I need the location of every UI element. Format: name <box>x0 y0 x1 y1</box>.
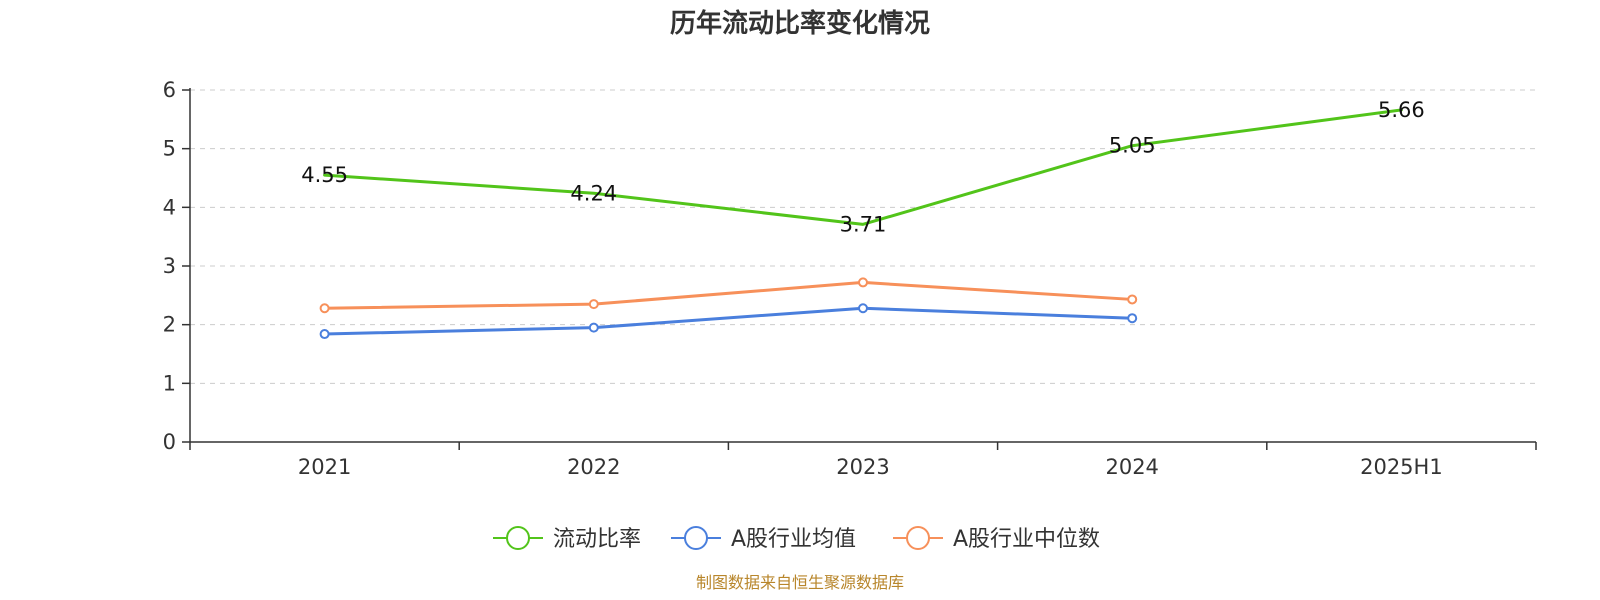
legend-marker <box>506 526 530 550</box>
chart-title: 历年流动比率变化情况 <box>670 8 930 39</box>
series-line-0 <box>323 108 1403 226</box>
x-tick-label: 2022 <box>567 455 620 479</box>
x-tick-label: 2021 <box>298 455 351 479</box>
data-label: 5.66 <box>1378 98 1425 122</box>
series-lines <box>319 108 1403 340</box>
y-tick-label: 1 <box>163 371 176 395</box>
legend-item[interactable]: A股行业均值 <box>671 526 856 552</box>
data-point <box>588 299 599 310</box>
axes: 0 1 2 3 4 5 6 2021 2022 2023 2024 2025H1 <box>163 78 1537 479</box>
x-tick-label: 2024 <box>1105 455 1158 479</box>
y-tick-label: 3 <box>163 254 176 278</box>
series-line-1 <box>323 306 1134 336</box>
y-tick-label: 5 <box>163 137 176 161</box>
legend-marker <box>906 526 930 550</box>
legend-label: A股行业中位数 <box>953 527 1100 552</box>
data-point <box>1127 313 1138 324</box>
series-line-2 <box>323 280 1134 310</box>
data-point <box>319 303 330 314</box>
legend-label: 流动比率 <box>553 527 641 552</box>
y-tick-label: 4 <box>163 195 176 219</box>
legend-item[interactable]: 流动比率 <box>493 526 641 552</box>
legend: 流动比率 A股行业均值 A股行业中位数 <box>493 526 1100 552</box>
x-tick-label: 2025H1 <box>1360 455 1443 479</box>
data-label: 4.24 <box>570 181 617 205</box>
y-tick-label: 6 <box>163 78 176 102</box>
legend-item[interactable]: A股行业中位数 <box>893 526 1100 552</box>
data-point <box>319 329 330 340</box>
source-note: 制图数据来自恒生聚源数据库 <box>696 573 904 592</box>
legend-label: A股行业均值 <box>731 527 856 552</box>
y-tick-label: 2 <box>163 313 176 337</box>
data-label: 3.71 <box>840 212 887 236</box>
x-tick-label: 2023 <box>836 455 889 479</box>
grid-lines <box>190 89 1536 384</box>
data-point <box>588 322 599 333</box>
data-point <box>1127 294 1138 305</box>
data-labels: 4.55 4.24 3.71 5.05 5.66 <box>301 98 1425 236</box>
data-label: 5.05 <box>1109 134 1156 158</box>
y-tick-label: 0 <box>163 430 176 454</box>
legend-marker <box>684 526 708 550</box>
data-point <box>858 277 868 288</box>
data-point <box>858 303 868 314</box>
data-label: 4.55 <box>301 163 348 187</box>
